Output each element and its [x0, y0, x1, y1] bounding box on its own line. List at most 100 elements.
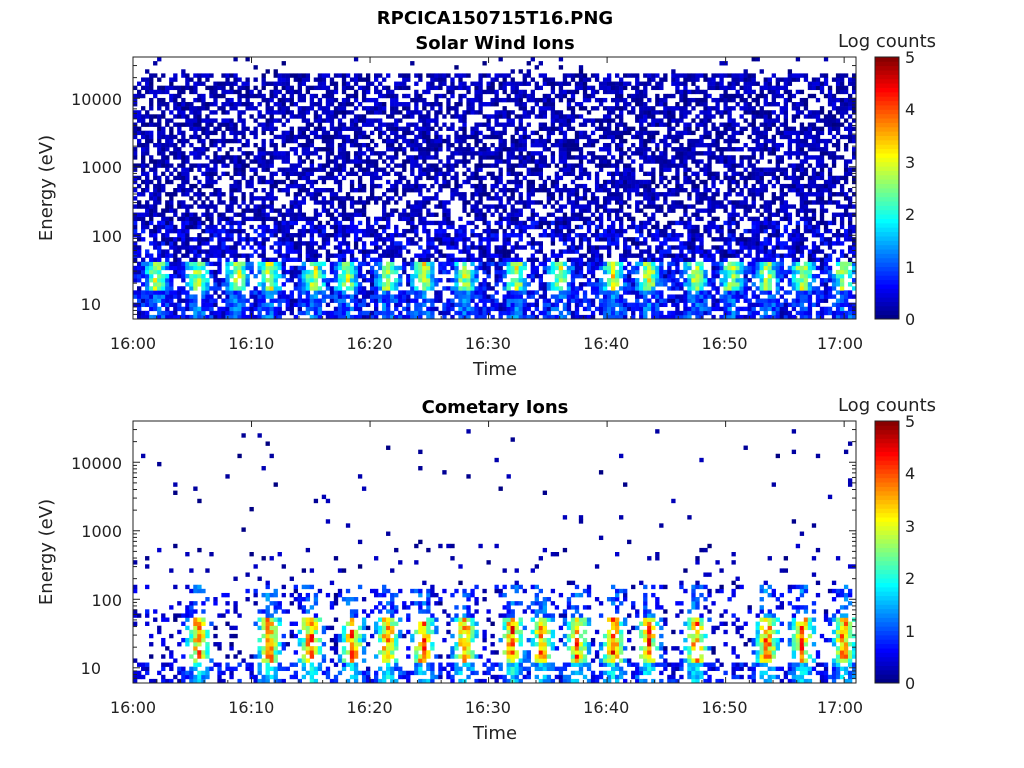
heatmap-cell: [522, 224, 527, 230]
heatmap-cell: [269, 106, 274, 111]
heatmap-cell: [349, 273, 355, 279]
heatmap-cell: [361, 212, 367, 217]
heatmap-cell: [209, 167, 214, 172]
heatmap-cell: [185, 179, 190, 185]
heatmap-cell: [498, 302, 503, 308]
heatmap-cell: [241, 167, 246, 172]
heatmap-cell: [197, 249, 202, 254]
heatmap-cell: [627, 188, 632, 193]
heatmap-cell: [602, 290, 608, 295]
heatmap-cell: [582, 77, 588, 82]
heatmap-cell: [237, 93, 242, 99]
heatmap-cell: [510, 163, 515, 168]
heatmap-cell: [582, 73, 588, 78]
heatmap-cell: [293, 286, 298, 291]
heatmap-cell: [522, 73, 527, 78]
heatmap-cell: [631, 179, 636, 185]
heatmap-cell: [257, 114, 262, 119]
heatmap-cell: [526, 314, 531, 320]
heatmap-cell: [602, 77, 608, 82]
heatmap-cell: [313, 261, 319, 267]
heatmap-cell: [157, 196, 162, 201]
heatmap-cell: [643, 314, 648, 320]
heatmap-cell: [209, 179, 214, 185]
heatmap-cell: [165, 122, 170, 127]
heatmap-cell: [229, 175, 234, 181]
heatmap-cell: [253, 237, 258, 242]
heatmap-cell: [554, 171, 560, 177]
heatmap-cell: [502, 183, 507, 189]
heatmap-cell: [225, 122, 230, 127]
heatmap-cell: [193, 81, 198, 86]
heatmap-cell: [145, 69, 150, 74]
heatmap-cell: [602, 228, 608, 234]
heatmap-cell: [550, 114, 556, 119]
heatmap-cell: [325, 220, 331, 226]
heatmap-cell: [550, 192, 556, 197]
heatmap-cell: [133, 114, 138, 119]
heatmap-cell: [639, 183, 644, 189]
heatmap-cell: [365, 147, 371, 152]
heatmap-cell: [233, 122, 238, 127]
heatmap-cell: [434, 138, 439, 144]
heatmap-cell: [205, 224, 210, 230]
heatmap-cell: [558, 130, 564, 136]
heatmap-cell: [217, 93, 222, 99]
heatmap-cell: [225, 102, 230, 107]
heatmap-cell: [470, 306, 475, 312]
heatmap-cell: [558, 81, 564, 86]
heatmap-cell: [285, 278, 290, 283]
heatmap-cell: [137, 138, 142, 144]
heatmap-cell: [510, 228, 515, 234]
heatmap-cell: [273, 118, 278, 123]
heatmap-cell: [490, 314, 495, 320]
heatmap-cell: [623, 81, 628, 86]
heatmap-cell: [398, 142, 403, 148]
heatmap-cell: [345, 81, 351, 86]
heatmap-cell: [257, 265, 262, 271]
heatmap-cell: [173, 77, 178, 82]
heatmap-cell: [305, 245, 311, 250]
heatmap-cell: [522, 126, 527, 131]
heatmap-cell: [602, 314, 608, 320]
heatmap-cell: [643, 286, 648, 291]
heatmap-cell: [145, 188, 150, 193]
heatmap-cell: [281, 294, 286, 299]
heatmap-cell: [598, 310, 604, 316]
heatmap-cell: [277, 224, 282, 230]
heatmap-cell: [257, 204, 262, 209]
heatmap-cell: [313, 302, 319, 308]
heatmap-cell: [157, 200, 162, 205]
heatmap-cell: [578, 298, 584, 303]
heatmap-cell: [414, 89, 419, 95]
heatmap-cell: [590, 269, 596, 275]
heatmap-cell: [570, 163, 576, 168]
heatmap-cell: [265, 269, 270, 275]
heatmap-cell: [386, 294, 391, 299]
heatmap-cell: [631, 310, 636, 316]
heatmap-cell: [309, 302, 315, 308]
heatmap-cell: [639, 220, 644, 226]
heatmap-cell: [177, 298, 182, 303]
heatmap-cell: [378, 257, 383, 262]
heatmap-cell: [454, 106, 459, 111]
heatmap-cell: [418, 97, 423, 103]
heatmap-cell: [534, 114, 539, 119]
heatmap-cell: [414, 294, 419, 299]
heatmap-cell: [482, 73, 487, 78]
heatmap-cell: [261, 302, 266, 308]
heatmap-cell: [482, 286, 487, 291]
heatmap-cell: [446, 269, 451, 275]
heatmap-cell: [285, 253, 290, 258]
heatmap-cell: [466, 110, 471, 115]
heatmap-cell: [189, 183, 194, 189]
heatmap-cell: [341, 290, 347, 295]
heatmap-cell: [394, 208, 399, 213]
heatmap-cell: [357, 167, 363, 172]
heatmap-cell: [321, 261, 327, 267]
heatmap-cell: [478, 294, 483, 299]
heatmap-cell: [161, 97, 166, 103]
heatmap-cell: [570, 200, 576, 205]
heatmap-cell: [177, 228, 182, 234]
heatmap-cell: [422, 171, 427, 177]
